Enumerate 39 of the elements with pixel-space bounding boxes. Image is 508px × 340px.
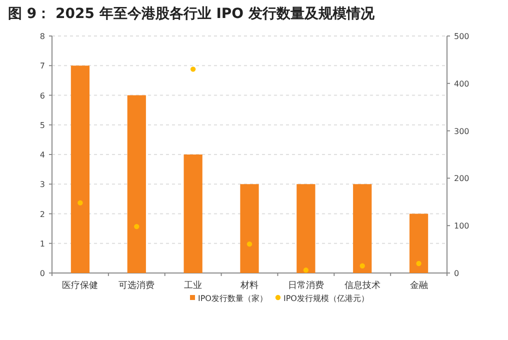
y-tick-label: 3: [40, 180, 45, 190]
y-tick-label: 8: [40, 32, 45, 41]
point: [190, 66, 196, 72]
bar: [127, 95, 146, 273]
y-tick-label: 5: [40, 120, 45, 130]
y-tick-label: 1: [40, 239, 45, 248]
chart-title: 图 9： 2025 年至今港股各行业 IPO 发行数量及规模情况: [8, 6, 376, 22]
bar: [240, 184, 259, 273]
bar: [353, 184, 372, 273]
legend-label: IPO发行数量（家）: [198, 294, 268, 303]
y2-tick-label: 200: [454, 174, 470, 184]
bar: [70, 66, 90, 273]
y2-tick-label: 100: [454, 222, 470, 231]
point: [360, 263, 365, 268]
point: [78, 200, 83, 206]
point: [246, 241, 252, 247]
y-tick-label: 0: [40, 269, 45, 278]
y2-tick-label: 400: [454, 79, 470, 88]
point: [134, 224, 140, 230]
x-tick-label: 可选消费: [118, 280, 155, 291]
x-tick-label: 医疗保健: [62, 280, 98, 291]
y-tick-label: 4: [40, 150, 45, 160]
y2-tick-label: 300: [454, 126, 470, 136]
x-tick-label: 信息技术: [344, 280, 380, 291]
bar: [409, 214, 428, 273]
bar: [296, 184, 316, 273]
x-tick-label: 日常消费: [288, 280, 324, 291]
y-tick-label: 7: [40, 62, 45, 71]
x-tick-label: 金融: [410, 280, 428, 291]
bar: [184, 154, 202, 273]
point: [416, 260, 422, 266]
y2-tick-label: 0: [454, 269, 460, 278]
y-tick-label: 2: [40, 210, 45, 219]
x-tick-label: 材料: [240, 280, 258, 291]
legend-label: IPO发行规模（亿港元）: [283, 294, 369, 303]
x-tick-label: 工业: [184, 280, 202, 291]
point: [303, 268, 309, 273]
y2-tick-label: 500: [454, 32, 470, 41]
y-tick-label: 6: [40, 91, 45, 100]
